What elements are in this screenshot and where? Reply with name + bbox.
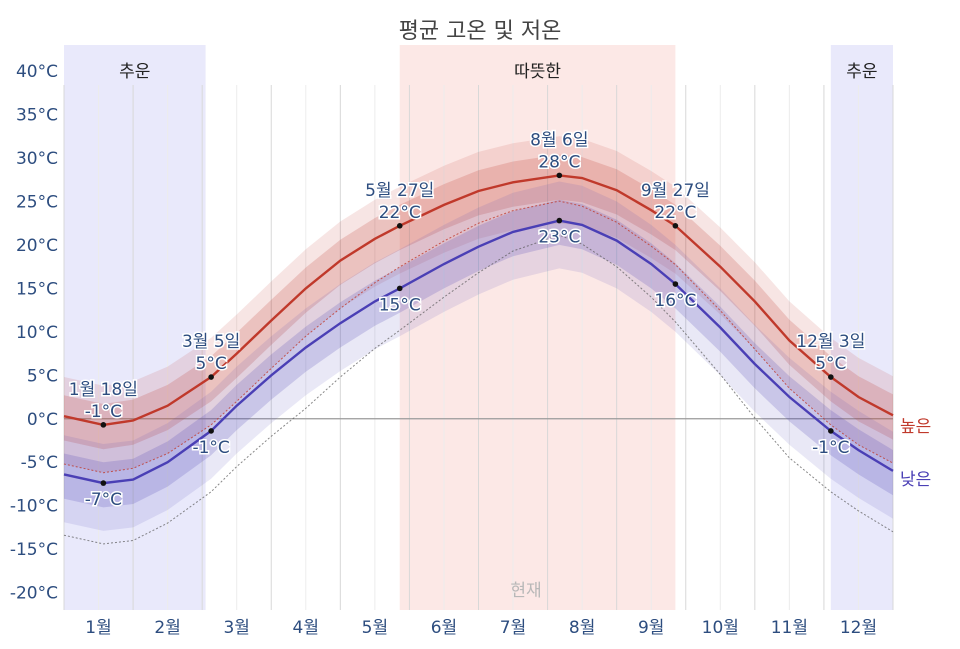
season-label: 따뜻한 — [514, 62, 561, 82]
low-dotted-line — [63, 234, 894, 545]
y-tick-label: 0°C — [27, 410, 58, 430]
chart-title: 평균 고온 및 저온 — [399, 19, 562, 44]
annotation-date: 1월 18일 — [69, 380, 138, 400]
season-band-cold — [64, 45, 206, 610]
low-range-outer — [64, 181, 893, 531]
x-tick-label: 4월 — [293, 618, 319, 638]
x-tick-label: 11월 — [771, 618, 808, 638]
legend-high-label: 높은 — [900, 417, 931, 437]
y-tick-label: -20°C — [10, 584, 58, 604]
x-tick-label: 10월 — [702, 618, 739, 638]
annotation-value: 22°C — [654, 203, 696, 223]
y-tick-label: -15°C — [10, 540, 58, 560]
annotation-date: 9월 27일 — [641, 181, 710, 201]
data-point-marker — [100, 422, 107, 428]
annotation-value: 23°C — [538, 228, 580, 248]
axis-ticks: 40°C 35°C 30°C 25°C 20°C 15°C 10°C 5°C 0°C -5°C -1… — [10, 62, 877, 638]
data-point-marker — [396, 285, 403, 292]
low-range-inner — [64, 199, 893, 508]
x-tick-label: 2월 — [154, 618, 180, 638]
y-tick-label: 30°C — [16, 149, 58, 169]
y-tick-label: -10°C — [10, 497, 58, 517]
annotation-value: -1°C — [812, 438, 849, 458]
y-tick-label: 15°C — [16, 279, 58, 299]
annotation-value: -1°C — [192, 438, 229, 458]
annotation-value: 15°C — [379, 295, 421, 315]
season-band-warm — [399, 45, 676, 610]
annotation-points — [100, 172, 834, 486]
annotation-date: 5월 27일 — [365, 181, 434, 201]
data-point-marker — [828, 428, 834, 434]
data-point-marker — [556, 217, 563, 224]
data-point-marker — [100, 480, 107, 486]
data-point-marker — [396, 223, 403, 229]
x-tick-label: 12월 — [840, 618, 877, 638]
y-tick-label: 20°C — [16, 236, 58, 256]
percentile-ranges — [64, 136, 893, 531]
annotations: 1월 18일-1°C-7°C3월 5일5°C-1°C5월 27일22°C15°C… — [67, 129, 867, 512]
annotation-date: 12월 3일 — [796, 332, 865, 352]
annotation-value: -7°C — [85, 490, 122, 510]
annotation-value: 5°C — [196, 354, 227, 374]
data-point-marker — [828, 374, 834, 380]
annotation-date: 8월 6일 — [530, 130, 588, 150]
x-tick-label: 7월 — [500, 618, 526, 638]
high-range-inner — [64, 154, 893, 450]
season-band-cold — [830, 45, 893, 610]
data-point-marker — [672, 281, 679, 287]
x-tick-label: 9월 — [638, 618, 664, 638]
legend-low-label: 낮은 — [900, 470, 931, 490]
y-tick-label: 10°C — [16, 323, 58, 343]
annotation-value: 28°C — [538, 152, 580, 172]
x-tick-label: 5월 — [362, 618, 388, 638]
annotation-value: -1°C — [85, 402, 122, 422]
now-label: 현재 — [510, 581, 541, 601]
y-tick-label: 5°C — [27, 366, 58, 386]
annotation-value: 22°C — [379, 203, 421, 223]
data-point-marker — [208, 428, 214, 434]
data-point-marker — [556, 172, 563, 179]
season-label: 추운 — [846, 62, 877, 82]
y-tick-label: 25°C — [16, 192, 58, 212]
season-label: 추운 — [119, 62, 150, 82]
season-bands: 추운 따뜻한 추운 — [64, 45, 893, 610]
y-tick-label: 40°C — [16, 62, 58, 82]
annotation-value: 5°C — [815, 354, 846, 374]
x-tick-label: 3월 — [223, 618, 249, 638]
x-tick-label: 8월 — [569, 618, 595, 638]
high-range-outer — [64, 136, 893, 473]
y-tick-label: -5°C — [21, 453, 58, 473]
grid-lines — [63, 85, 894, 610]
x-tick-label: 6월 — [431, 618, 457, 638]
data-point-marker — [672, 223, 679, 229]
annotation-value: 16°C — [654, 291, 696, 311]
x-tick-label: 1월 — [85, 618, 111, 638]
data-point-marker — [208, 374, 214, 380]
annotation-date: 3월 5일 — [182, 332, 240, 352]
high-dotted-line — [63, 200, 894, 474]
y-tick-label: 35°C — [16, 106, 58, 126]
